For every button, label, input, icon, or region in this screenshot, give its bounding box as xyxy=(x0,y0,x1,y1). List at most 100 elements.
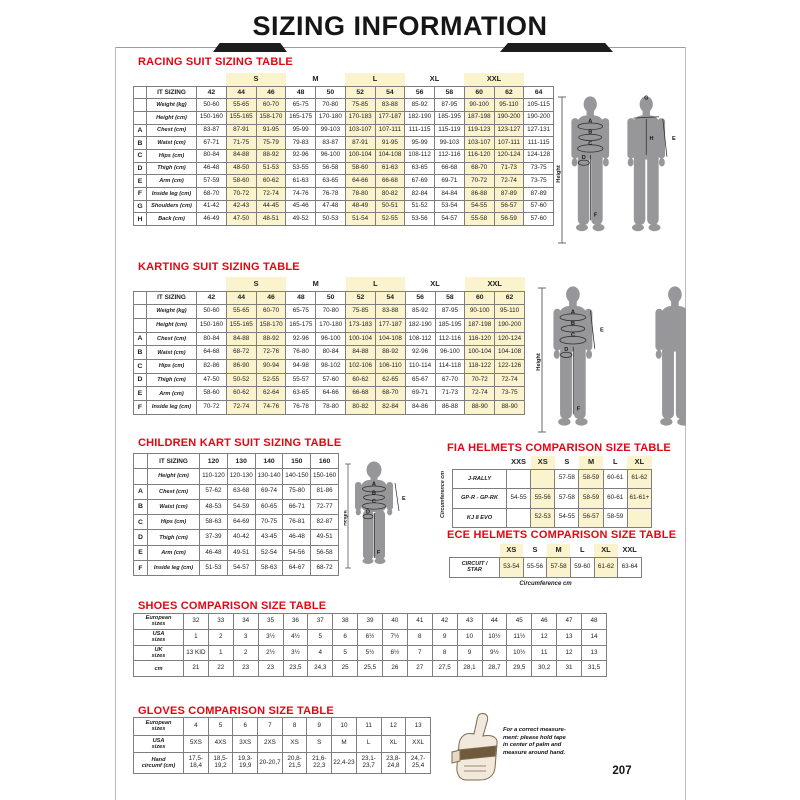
cell: 58-63 xyxy=(199,514,228,531)
cell: 67-69 xyxy=(404,174,435,188)
cell: 63-65 xyxy=(315,174,346,188)
cell: 65-75 xyxy=(285,304,317,319)
row-label: Chest (cm) xyxy=(146,123,197,138)
svg-text:B: B xyxy=(571,321,575,327)
cell: 50 xyxy=(315,290,347,306)
cell: 56-57 xyxy=(578,507,604,528)
cell: 155-165 xyxy=(225,317,257,333)
cell: 46-48 xyxy=(282,529,312,546)
cell: 86-88 xyxy=(463,187,495,201)
cell: 55-57 xyxy=(285,372,317,388)
child-silhouette xyxy=(355,461,393,564)
cell: 83-88 xyxy=(374,304,406,319)
cell: 50-60 xyxy=(196,98,227,112)
svg-text:D: D xyxy=(582,155,586,161)
cell: 111-115 xyxy=(404,123,435,138)
cell: 10½ xyxy=(481,628,508,646)
cell: 185-195 xyxy=(434,317,466,333)
row-letter: B xyxy=(133,136,147,150)
row-label: KJ 8 EVO xyxy=(452,507,507,528)
header-divider xyxy=(115,47,685,48)
cell: 80-82 xyxy=(345,400,376,415)
fia-grid: XXS XS S M L XL J-RALLY 57-58 58-59 60-61 61-62 GP-… xyxy=(452,456,653,528)
cell: 14 xyxy=(581,628,607,646)
row-label: Thigh (cm) xyxy=(146,372,197,388)
cell: 112-116 xyxy=(434,148,465,163)
karting-table-title: KARTING SUIT SIZING TABLE xyxy=(138,261,300,273)
cell: 60-61 xyxy=(602,488,628,509)
cell: 72-74 xyxy=(255,187,287,201)
cell: 70-80 xyxy=(315,98,346,112)
cell: 60 xyxy=(464,290,496,306)
cell: 69-74 xyxy=(254,483,284,500)
cell: 58-59 xyxy=(578,468,604,489)
cell: 58-59 xyxy=(578,488,604,509)
cell: 46 xyxy=(255,290,287,306)
cell: 61-62 xyxy=(626,468,653,489)
cell: 96-100 xyxy=(315,331,347,347)
children-measurement-figure: Height A B C D E F xyxy=(344,461,406,569)
col-header-m: M xyxy=(578,456,604,469)
cell: 54-59 xyxy=(226,498,256,516)
shoes-comparison-table: European sizes 32 33 34 35 36 37 38 39 40 41 42 43 44… xyxy=(133,613,607,678)
cell: 120 xyxy=(199,452,228,470)
svg-text:B: B xyxy=(588,130,592,136)
cell: 28,1 xyxy=(456,660,483,678)
cell: 54 xyxy=(374,290,406,306)
cell: 48-51 xyxy=(255,212,287,227)
hand-measurement-icon xyxy=(451,713,498,781)
cell: 47-48 xyxy=(315,199,346,214)
row-letter xyxy=(133,98,147,112)
cell: 57-60 xyxy=(523,199,554,214)
svg-text:A: A xyxy=(588,119,592,125)
cell: 84-88 xyxy=(225,331,257,347)
children-grid: IT SIZING 120 130 140 150 160 Height (cm) 110-1… xyxy=(133,452,339,577)
cell: 59-60 xyxy=(569,556,595,578)
cell: 46-48 xyxy=(199,544,228,562)
cell: 55-65 xyxy=(225,304,257,319)
cell: 48-49 xyxy=(344,199,376,214)
children-kart-suit-table: IT SIZING 120 130 140 150 160 Height (cm) 110-1… xyxy=(133,452,339,577)
cell: 56 xyxy=(404,85,435,100)
svg-text:F: F xyxy=(377,550,381,556)
cell: 65-75 xyxy=(285,98,316,112)
cell: 68-70 xyxy=(374,386,406,401)
row-label: Back (cm) xyxy=(146,212,197,227)
cell: 23 xyxy=(257,660,284,678)
cell: 30,2 xyxy=(531,660,558,678)
cell: 37 xyxy=(307,613,334,630)
cell: 61-63 xyxy=(374,161,406,176)
cell: 7½ xyxy=(382,628,408,646)
col-header-s: S xyxy=(564,457,570,467)
row-label: Hand circumf (cm) xyxy=(133,752,184,774)
cell: 60 xyxy=(463,85,495,100)
cell: XS xyxy=(281,734,308,753)
cell: 95-110 xyxy=(493,98,525,112)
cell: 70-80 xyxy=(315,304,347,319)
row-letter: F xyxy=(133,560,148,577)
cell: 190-200 xyxy=(523,110,554,125)
row-letter: C xyxy=(133,148,147,163)
cell: 190-200 xyxy=(494,317,525,333)
cell: 66-68 xyxy=(345,386,376,401)
cell: 22,4-23 xyxy=(331,752,357,774)
cell: 46-49 xyxy=(196,212,227,227)
cell: 63-64 xyxy=(617,556,642,578)
cell: 100-104 xyxy=(344,148,376,163)
row-label: cm xyxy=(133,660,184,678)
shoes-table-title: SHOES COMPARISON SIZE TABLE xyxy=(138,600,327,612)
cell: 95-110 xyxy=(494,304,525,319)
cell xyxy=(505,507,532,528)
cell: 72-74 xyxy=(493,174,525,188)
col-header-s: S xyxy=(532,545,538,555)
cell: 58-59 xyxy=(602,507,628,528)
cell: 80-84 xyxy=(196,331,227,347)
cell: 60-65 xyxy=(254,498,284,516)
cell: 107-111 xyxy=(493,136,525,150)
cell: 46 xyxy=(531,613,558,630)
row-letter xyxy=(133,85,147,100)
row-letter: F xyxy=(133,400,147,415)
cell: 62-65 xyxy=(374,372,406,388)
cell: 76-81 xyxy=(282,514,312,531)
cell: 70-72 xyxy=(196,400,227,415)
